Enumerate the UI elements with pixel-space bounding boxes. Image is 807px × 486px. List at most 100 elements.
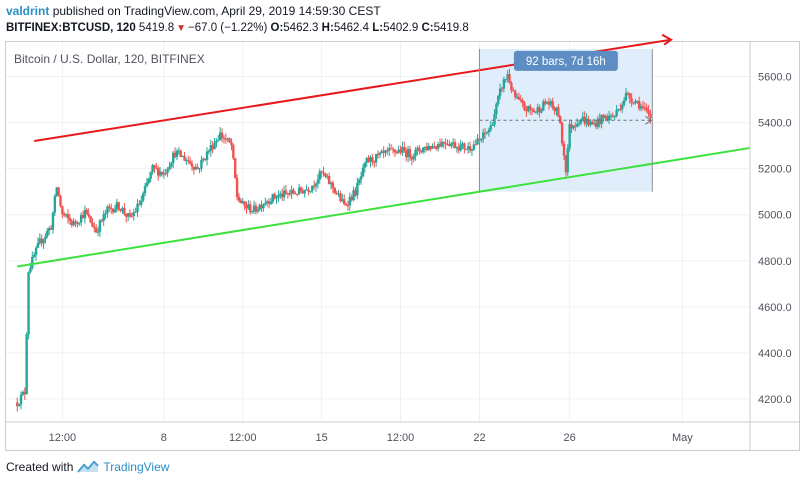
candle-body [487,129,491,133]
candle-body [91,222,94,227]
candle-body [342,199,346,205]
candle-body [527,105,530,112]
candle-body [512,90,515,92]
tradingview-brand[interactable]: TradingView [103,460,170,474]
candle-body [453,142,457,149]
candle-body [247,204,250,209]
candle-body [587,118,590,126]
candle-body [363,162,367,168]
candle-body [621,104,624,110]
candle-body [504,78,507,80]
candle-body [553,107,556,112]
candle-body [489,125,492,130]
candle-body [27,272,30,335]
candle-body [412,156,415,160]
candle-body [230,142,233,146]
lower-trendline[interactable] [17,146,751,268]
x-tick-label: 15 [316,432,328,444]
candle-body [301,191,305,194]
candle-body [619,108,622,110]
candle-body [132,212,135,217]
candle-body [64,214,68,216]
x-tick-label: 12:00 [49,432,77,444]
candle-body [192,166,196,170]
y-tick-label: 4200.0 [758,394,792,406]
candle-body [25,334,28,395]
candle-body [500,88,504,90]
candle-body [376,153,380,155]
candle-body [495,103,498,115]
candle-body [194,166,197,170]
candle-body [559,116,562,124]
candle-body [420,151,423,153]
candle-body [440,141,444,147]
candle-body [205,151,209,160]
candle-body [641,106,645,108]
candle-body [305,189,308,191]
axes: 4200.0 4400.0 4600.0 4800.0 5000.0 5200.0 5400… [6,42,800,451]
candle-body [626,92,630,94]
candle-body [49,228,53,230]
candle-body [393,149,397,153]
candle-body [143,186,147,194]
candle-body [572,125,575,129]
chart-frame[interactable] [5,41,800,451]
candle-body [643,107,646,109]
candle-body [299,187,303,192]
author-name[interactable]: valdrint [6,4,50,18]
candle-body [316,179,320,184]
candle-body [645,107,648,111]
candle-body [463,143,466,150]
open-value: 5462.3 [283,22,319,34]
candle-body [335,192,338,194]
candle-body [346,205,350,207]
candle-body [134,211,137,213]
x-tick-label: 8 [161,432,167,444]
candle-body [190,163,194,167]
candle-body [450,143,453,146]
y-tick-label: 5200.0 [758,164,792,176]
candle-body [140,200,143,205]
candle-body [566,148,569,173]
candle-body [508,74,511,83]
candle-body [536,107,539,112]
candle-body [414,149,417,157]
candle-body [220,132,224,138]
candle-body [602,114,605,118]
candle-body [179,150,182,157]
candle-body [510,82,513,91]
candle-body [327,175,331,185]
candle-body [203,158,207,160]
candle-body [497,95,500,104]
high-value: 5462.4 [333,22,369,34]
candle-body [474,144,477,146]
candle-body [367,158,370,163]
candle-body [337,193,340,195]
candle-body [250,211,254,213]
candle-body [435,146,438,149]
candle-body [277,195,280,198]
x-tick-label: 22 [473,432,485,444]
candle-body [585,118,588,124]
candle-body [269,201,273,204]
candle-body [577,123,581,125]
candle-body [649,113,652,119]
candle-body [70,220,73,226]
candle-body [470,149,474,151]
candle-body [55,187,58,197]
chart-title: Bitcoin / U.S. Dollar, 120, BITFINEX [14,52,205,66]
candle-body [384,150,387,153]
candle-body [260,204,263,209]
candle-body [282,190,286,198]
candle-body [275,197,278,199]
candle-body [23,392,26,395]
candle-body [168,166,171,170]
candle-body [491,124,494,126]
candle-body [348,196,352,206]
candle-body [108,206,111,208]
candle-body [63,214,66,216]
y-tick-label: 5400.0 [758,118,792,130]
candle-body [19,394,23,405]
candle-body [185,160,188,162]
